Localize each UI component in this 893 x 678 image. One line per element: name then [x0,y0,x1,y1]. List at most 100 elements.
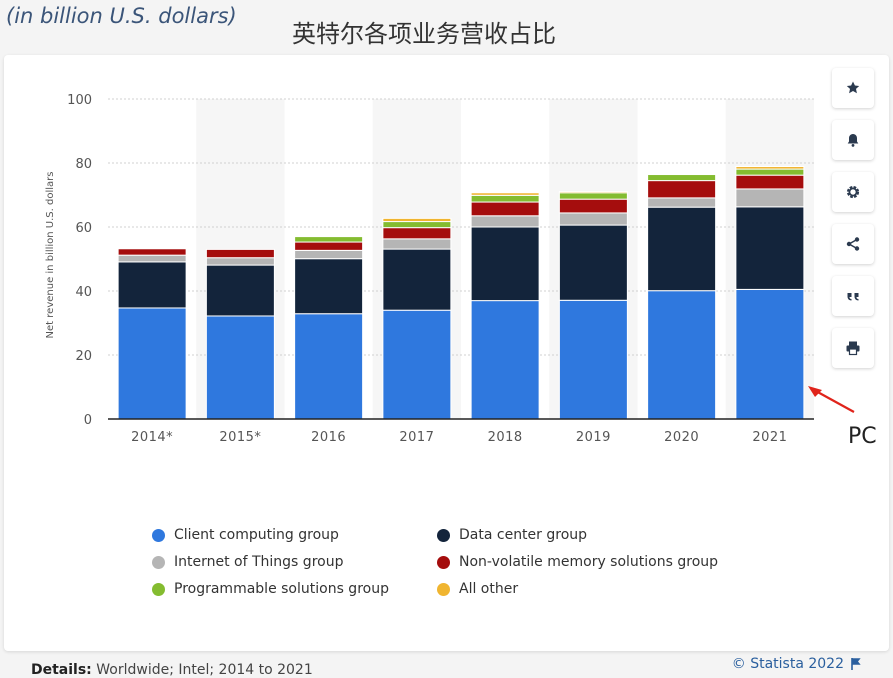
flag-icon [851,658,861,670]
credit-text[interactable]: © Statista 2022 [732,656,844,672]
bar-segment [736,189,804,207]
legend-label: All other [459,581,518,597]
bar-segment [295,259,363,314]
bar-segment [559,300,627,419]
y-tick-label: 40 [75,285,92,300]
bar-segment [118,255,186,262]
bar-segment [206,249,274,257]
chart-legend: Client computing group Data center group I… [152,527,752,617]
page-title: 英特尔各项业务营收占比 [292,14,556,49]
y-tick-label: 80 [75,157,92,172]
bar-segment [559,213,627,225]
bell-icon [845,132,861,148]
y-tick-label: 0 [84,413,92,428]
settings-button[interactable] [832,172,874,212]
bar-segment [648,291,716,419]
bar-segment [648,198,716,207]
print-button[interactable] [832,328,874,368]
bar-segment [648,181,716,198]
details-text: Worldwide; Intel; 2014 to 2021 [96,662,313,678]
details-label: Details: [31,662,92,678]
legend-marker [152,583,165,596]
legend-label: Programmable solutions group [174,581,389,597]
x-tick-label: 2015* [219,430,261,445]
bar-segment [295,314,363,419]
legend-item[interactable]: Client computing group [152,527,339,543]
bar-segment [471,227,539,301]
print-icon [845,340,861,356]
legend-label: Non-volatile memory solutions group [459,554,718,570]
x-tick-label: 2020 [664,430,699,445]
chart-card: 0 20 40 60 80 100 Net revenue in billion U.S. … [4,55,889,651]
legend-marker [437,556,450,569]
x-tick-label: 2017 [399,430,434,445]
x-tick-label: 2021 [752,430,787,445]
bar-segment [206,265,274,316]
x-tick-label: 2014* [131,430,173,445]
bar-segment [736,169,804,175]
bar-segment [118,262,186,308]
gear-icon [845,184,861,200]
bar-segment [471,301,539,419]
bar-segment [206,316,274,419]
star-icon [845,80,861,96]
bar-segment [648,207,716,291]
quote-icon [845,288,861,304]
x-tick-label: 2016 [311,430,346,445]
bar-segment [736,207,804,290]
notification-button[interactable] [832,120,874,160]
bar-segment [295,242,363,250]
bar-segment [559,199,627,213]
details-line: Details: Worldwide; Intel; 2014 to 2021 [31,662,313,678]
legend-item[interactable]: Non-volatile memory solutions group [437,554,718,570]
pc-annotation: PC [848,424,877,449]
bar-segment [118,249,186,255]
x-tick-label: 2019 [576,430,611,445]
y-tick-label: 20 [75,349,92,364]
red-arrow-annotation [800,380,860,420]
bar-segment [471,193,539,196]
bar-segment [118,308,186,419]
chart-toolbar [832,68,876,380]
y-axis-label: Net revenue in billion U.S. dollars [45,172,56,339]
bar-segment [736,175,804,189]
bar-segment [383,218,451,221]
bar-segment [471,202,539,216]
bar-segment [559,225,627,300]
legend-marker [152,529,165,542]
bar-segment [471,216,539,227]
legend-item[interactable]: All other [437,581,518,597]
legend-marker [152,556,165,569]
y-tick-label: 60 [75,221,92,236]
bar-segment [559,193,627,199]
legend-item[interactable]: Programmable solutions group [152,581,389,597]
favorite-button[interactable] [832,68,874,108]
legend-label: Data center group [459,527,587,543]
bar-segment [295,250,363,258]
bar-segment [383,310,451,419]
y-tick-label: 100 [67,93,92,108]
bar-segment [206,258,274,265]
bar-segment [295,237,363,242]
legend-marker [437,529,450,542]
x-tick-label: 2018 [488,430,523,445]
bar-segment [383,249,451,310]
bar-segment [736,167,804,170]
bar-segment [383,228,451,239]
bar-segment [559,191,627,192]
bar-segment [471,195,539,202]
share-icon [845,236,861,252]
chart-caption: (in billion U.S. dollars) [6,4,237,28]
bar-segment [383,222,451,228]
bar-segment [383,239,451,249]
bar-segment [736,289,804,419]
share-button[interactable] [832,224,874,264]
statista-credit[interactable]: © Statista 2022 [732,656,861,672]
legend-marker [437,583,450,596]
legend-item[interactable]: Data center group [437,527,587,543]
bar-segment [648,175,716,181]
legend-label: Client computing group [174,527,339,543]
cite-button[interactable] [832,276,874,316]
legend-label: Internet of Things group [174,554,343,570]
legend-item[interactable]: Internet of Things group [152,554,343,570]
